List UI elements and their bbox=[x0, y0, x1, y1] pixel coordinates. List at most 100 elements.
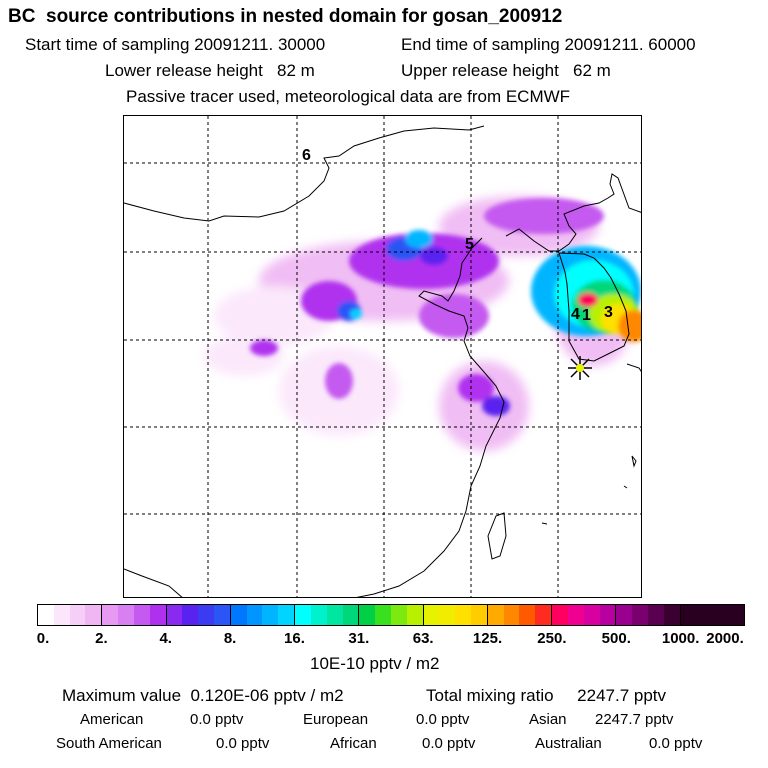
colorbar-swatch bbox=[133, 605, 150, 625]
colorbar-swatch bbox=[149, 605, 166, 625]
colorbar-tick-label: 2. bbox=[95, 630, 108, 647]
colorbar-swatch bbox=[712, 605, 729, 625]
colorbar-swatch bbox=[648, 605, 664, 625]
colorbar-group bbox=[423, 605, 488, 625]
colorbar-swatch bbox=[53, 605, 70, 625]
colorbar-swatch bbox=[663, 605, 680, 625]
total-mixing-label: Total mixing ratio 2247.7 pptv bbox=[426, 686, 667, 705]
colorbar-swatch bbox=[406, 605, 423, 625]
colorbar-group bbox=[487, 605, 553, 625]
colorbar-swatch bbox=[455, 605, 472, 625]
colorbar-swatch bbox=[599, 605, 616, 625]
colorbar-swatch bbox=[102, 605, 119, 625]
colorbar-swatch bbox=[680, 605, 697, 625]
star-marker-icon bbox=[568, 356, 592, 380]
colorbar-group bbox=[552, 605, 617, 625]
colorbar-swatch bbox=[230, 605, 247, 625]
colorbar-swatch bbox=[310, 605, 327, 625]
colorbar-swatch bbox=[69, 605, 86, 625]
colorbar-swatch bbox=[375, 605, 391, 625]
african-label: African bbox=[330, 735, 377, 752]
colorbar-tick-label: 16. bbox=[284, 630, 305, 647]
colorbar-group bbox=[230, 605, 296, 625]
colorbar-swatch bbox=[278, 605, 295, 625]
colorbar-tick-label: 8. bbox=[223, 630, 237, 647]
colorbar-swatch bbox=[535, 605, 552, 625]
colorbar-swatch bbox=[198, 605, 214, 625]
colorbar-tick-label: 31. bbox=[348, 630, 370, 647]
colorbar-swatch bbox=[182, 605, 199, 625]
colorbar-units: 10E-10 pptv / m2 bbox=[310, 654, 440, 673]
australian-value: 0.0 pptv bbox=[649, 735, 703, 752]
region-label-5: 5 bbox=[465, 236, 474, 253]
map-panel: 6 5 4 1 3 bbox=[123, 115, 642, 598]
colorbar-swatch bbox=[262, 605, 279, 625]
upper-release-label: Upper release height 62 m bbox=[401, 61, 611, 80]
colorbar-group bbox=[680, 605, 744, 625]
colorbar-tick-label: 125. bbox=[472, 630, 503, 647]
colorbar-swatch bbox=[423, 605, 440, 625]
region-label-4: 4 bbox=[571, 306, 580, 323]
colorbar-swatch bbox=[728, 605, 744, 625]
colorbar-group bbox=[616, 605, 681, 625]
concentration-field bbox=[204, 196, 641, 451]
colorbar-swatch bbox=[295, 605, 311, 625]
max-value-label: Maximum value 0.120E-06 pptv / m2 bbox=[62, 686, 344, 705]
region-label-3: 3 bbox=[604, 304, 613, 321]
start-time-label: Start time of sampling 20091211. 30000 bbox=[25, 35, 326, 54]
colorbar-tick-label: 63. bbox=[412, 630, 434, 647]
colorbar-group bbox=[38, 605, 103, 625]
colorbar-swatch bbox=[326, 605, 343, 625]
south-american-label: South American bbox=[56, 735, 162, 752]
colorbar-tick-label: 4. bbox=[159, 630, 172, 647]
colorbar-tick-label: 250. bbox=[537, 630, 567, 647]
european-label: European bbox=[303, 711, 369, 728]
african-value: 0.0 pptv bbox=[422, 735, 476, 752]
south-american-value: 0.0 pptv bbox=[216, 735, 270, 752]
colorbar-tick-label: 0. bbox=[36, 630, 50, 647]
colorbar-group bbox=[102, 605, 167, 625]
european-value: 0.0 pptv bbox=[416, 711, 470, 728]
region-label-1: 1 bbox=[582, 307, 591, 324]
american-label: American bbox=[80, 711, 144, 728]
australian-label: Australian bbox=[535, 735, 602, 752]
lat-lon-grid bbox=[124, 116, 641, 597]
colorbar-swatch bbox=[487, 605, 504, 625]
colorbar-ticks: 0. 2. 4. 8. 16. 31. 63. 125. 250. 500. 1000. 2000. bbox=[0, 630, 768, 650]
colorbar-swatch bbox=[567, 605, 584, 625]
colorbar-swatch bbox=[38, 605, 54, 625]
colorbar-swatch bbox=[246, 605, 263, 625]
colorbar-swatch bbox=[342, 605, 359, 625]
colorbar-swatch bbox=[503, 605, 520, 625]
colorbar-swatch bbox=[632, 605, 649, 625]
american-value: 0.0 pptv bbox=[190, 711, 244, 728]
coastlines bbox=[124, 125, 641, 597]
region-label-6: 6 bbox=[302, 147, 311, 164]
colorbar-group bbox=[295, 605, 360, 625]
map-canvas: 6 5 4 1 3 bbox=[124, 116, 641, 597]
asian-value: 2247.7 pptv bbox=[595, 711, 674, 728]
colorbar-swatch bbox=[166, 605, 183, 625]
colorbar-swatch bbox=[583, 605, 600, 625]
colorbar-tick-label: 500. bbox=[601, 630, 631, 647]
lower-release-label: Lower release height 82 m bbox=[105, 61, 315, 80]
colorbar-swatch bbox=[471, 605, 487, 625]
asian-label: Asian bbox=[529, 711, 567, 728]
plot-title: BC source contributions in nested domain… bbox=[8, 6, 563, 27]
colorbar-swatch bbox=[519, 605, 536, 625]
colorbar bbox=[37, 604, 745, 626]
colorbar-group bbox=[359, 605, 424, 625]
colorbar-swatch bbox=[85, 605, 102, 625]
colorbar-swatch bbox=[359, 605, 376, 625]
colorbar-swatch bbox=[439, 605, 456, 625]
colorbar-swatch bbox=[696, 605, 713, 625]
colorbar-swatch bbox=[213, 605, 230, 625]
colorbar-swatch bbox=[552, 605, 568, 625]
end-time-label: End time of sampling 20091211. 60000 bbox=[401, 35, 696, 54]
colorbar-swatch bbox=[616, 605, 633, 625]
tracer-note: Passive tracer used, meteorological data… bbox=[126, 87, 571, 106]
colorbar-tick-label: 2000. bbox=[706, 630, 744, 647]
colorbar-tick-label: 1000. bbox=[661, 630, 700, 647]
colorbar-group bbox=[166, 605, 231, 625]
colorbar-swatch bbox=[390, 605, 407, 625]
